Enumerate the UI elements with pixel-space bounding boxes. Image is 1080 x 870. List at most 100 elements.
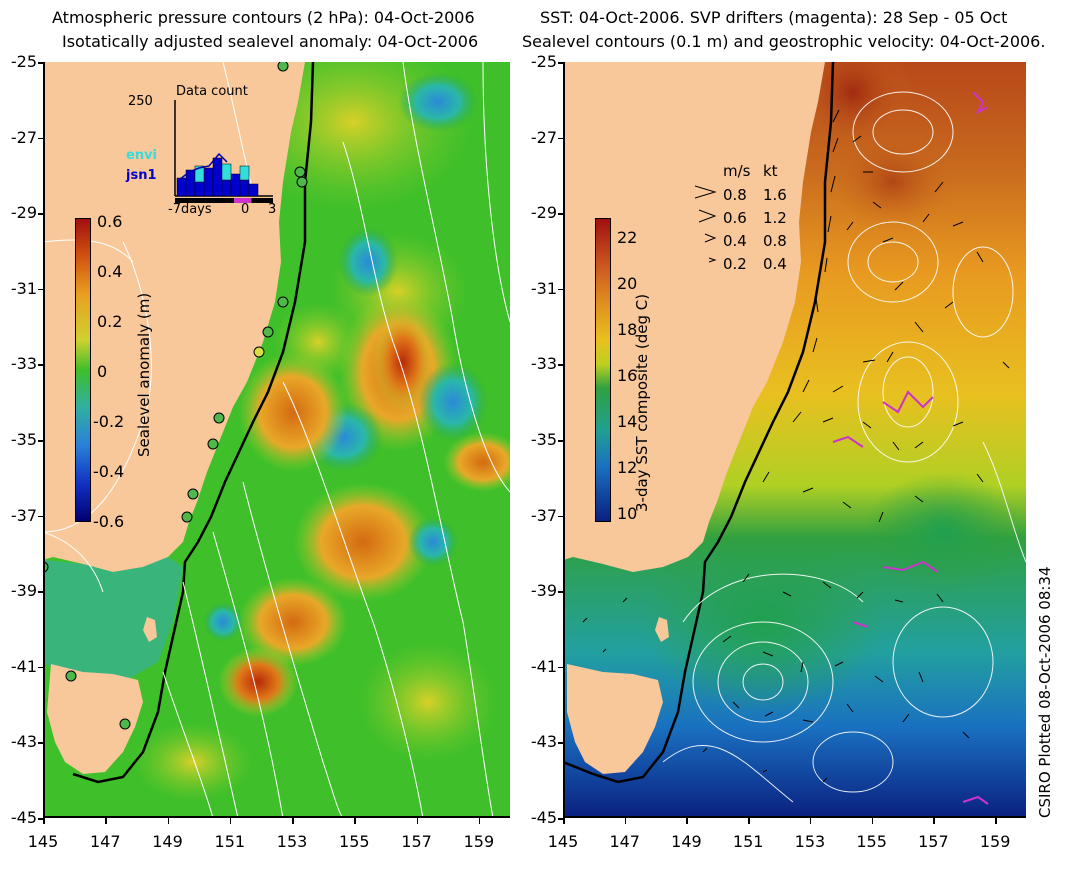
- right-y-tick-mark: [558, 515, 563, 518]
- sealevel-cbar-tick-4: -0.2: [93, 412, 125, 431]
- left-y-tick-label: -31: [10, 278, 37, 298]
- right-y-tick-mark: [558, 213, 563, 215]
- right-y-tick-mark: [558, 742, 563, 744]
- sst-cbar-tick-5: 12: [617, 458, 638, 477]
- left-x-tick-mark: [229, 818, 232, 824]
- geostrophic-velocity-arrows: [582, 109, 1010, 783]
- right-y-tick-label: -29: [530, 203, 557, 223]
- velocity-legend-header-kt: kt: [763, 162, 778, 180]
- right-y-tick-mark: [558, 137, 563, 140]
- sst-colorbar: [595, 218, 611, 522]
- left-y-tick-label: -35: [10, 430, 37, 449]
- pressure-contours: [43, 62, 510, 818]
- right-x-tick-label: 149: [671, 832, 702, 851]
- velocity-legend-row-2-ms: 0.4: [723, 232, 747, 250]
- shelf-break-contour: [72, 62, 315, 784]
- right-y-tick-mark: [558, 288, 563, 291]
- left-y-tick-label: -39: [10, 581, 37, 601]
- left-x-tick-mark: [105, 818, 107, 824]
- inset-legend-envi: envi: [126, 148, 158, 163]
- tide-gauge-markers: [43, 62, 308, 730]
- sealevel-anomaly-map: [43, 62, 510, 818]
- right-y-tick-label: -33: [530, 354, 557, 374]
- left-y-tick-label: -45: [10, 808, 37, 827]
- sst-cbar-tick-2: 18: [617, 320, 638, 339]
- left-y-tick-mark: [38, 364, 43, 366]
- sealevel-contours: [662, 91, 1026, 803]
- left-x-tick-mark: [292, 818, 294, 824]
- inset-ymax-label: 250: [128, 94, 153, 109]
- velocity-legend-row-0-ms: 0.8: [723, 186, 747, 204]
- sst-map: [563, 62, 1026, 818]
- inset-timeline: [175, 198, 273, 203]
- sst-cbar-tick-1: 20: [617, 274, 638, 293]
- left-y-tick-mark: [38, 62, 43, 64]
- left-x-tick-label: 155: [339, 832, 370, 851]
- right-y-tick-mark: [558, 364, 563, 366]
- left-x-tick-label: 153: [276, 832, 308, 851]
- right-y-tick-label: -45: [530, 808, 557, 827]
- sealevel-cbar-tick-3: 0: [97, 362, 108, 381]
- svp-drifter-tracks: [832, 91, 989, 805]
- velocity-legend-row-3-ms: 0.2: [723, 255, 747, 273]
- velocity-legend-row-1-ms: 0.6: [723, 209, 747, 227]
- right-x-tick-mark: [933, 818, 935, 824]
- right-x-tick-label: 147: [609, 832, 640, 851]
- right-x-tick-label: 159: [979, 832, 1011, 851]
- right-y-tick-label: -27: [530, 127, 557, 147]
- right-x-tick-mark: [686, 818, 688, 824]
- left-y-tick-mark: [38, 288, 43, 291]
- inset-xaxis-right: 3: [268, 202, 277, 217]
- right-x-tick-mark: [563, 818, 565, 824]
- sealevel-cbar-tick-2: 0.2: [97, 312, 123, 331]
- sealevel-cbar-tick-1: 0.4: [97, 262, 123, 281]
- left-y-tick-label: -33: [10, 354, 37, 374]
- sealevel-cbar-tick-6: -0.6: [93, 512, 125, 531]
- data-count-inset: 250 Data count envi jsn1: [123, 82, 283, 217]
- velocity-legend-row-2-kt: 0.8: [763, 232, 787, 250]
- left-y-tick-label: -37: [10, 505, 37, 525]
- left-x-tick-label: 145: [27, 832, 59, 851]
- sst-cbar-label: 3-day SST composite (deg C): [633, 293, 651, 512]
- right-y-tick-label: -41: [530, 656, 557, 676]
- sst-cbar-tick-0: 22: [617, 228, 638, 247]
- right-y-tick-label: -37: [530, 505, 557, 525]
- right-y-tick-label: -39: [530, 581, 557, 601]
- sealevel-colorbar: [75, 218, 91, 522]
- right-y-tick-label: -43: [530, 732, 557, 752]
- sealevel-cbar-tick-5: -0.4: [93, 462, 125, 481]
- right-x-tick-mark: [871, 818, 874, 824]
- inset-xaxis-left: -7days: [168, 202, 212, 217]
- right-x-tick-mark: [624, 818, 627, 824]
- left-x-tick-label: 149: [152, 832, 183, 851]
- right-tasmania-land: [567, 664, 663, 774]
- right-mainland-land: [563, 62, 825, 572]
- right-x-tick-label: 157: [918, 832, 949, 851]
- left-x-tick-mark: [416, 818, 419, 824]
- left-map-panel: 0.6 0.4 0.2 0 -0.2 -0.4 -0.6 Sealevel an…: [43, 62, 510, 818]
- tasmania-land: [47, 664, 143, 774]
- left-y-tick-mark: [38, 666, 43, 669]
- sst-cbar-tick-4: 14: [617, 412, 638, 431]
- right-y-tick-mark: [558, 818, 563, 820]
- left-y-tick-mark: [38, 591, 43, 593]
- right-shelf-break-contour: [563, 62, 835, 784]
- left-y-tick-mark: [38, 515, 43, 518]
- flinders-island: [143, 617, 157, 642]
- velocity-legend-header-ms: m/s: [723, 162, 751, 180]
- sealevel-cbar-label: Sealevel anomaly (m): [135, 292, 153, 457]
- right-x-tick-mark: [995, 818, 997, 824]
- sealevel-cbar-tick-0: 0.6: [97, 212, 123, 231]
- inset-title: Data count: [176, 84, 248, 99]
- left-y-tick-mark: [38, 742, 43, 744]
- left-x-tick-mark: [478, 818, 481, 824]
- right-title-line2: Sealevel contours (0.1 m) and geostrophi…: [522, 32, 1046, 51]
- velocity-legend-arrows: [694, 185, 717, 263]
- right-title-line1: SST: 04-Oct-2006. SVP drifters (magenta)…: [540, 8, 1008, 27]
- right-y-tick-label: -25: [530, 52, 557, 71]
- left-y-tick-mark: [38, 213, 43, 215]
- left-y-tick-label: -25: [10, 52, 37, 71]
- right-flinders-island: [655, 617, 669, 642]
- left-x-tick-label: 159: [463, 832, 495, 851]
- velocity-legend-row-1-kt: 1.2: [763, 209, 787, 227]
